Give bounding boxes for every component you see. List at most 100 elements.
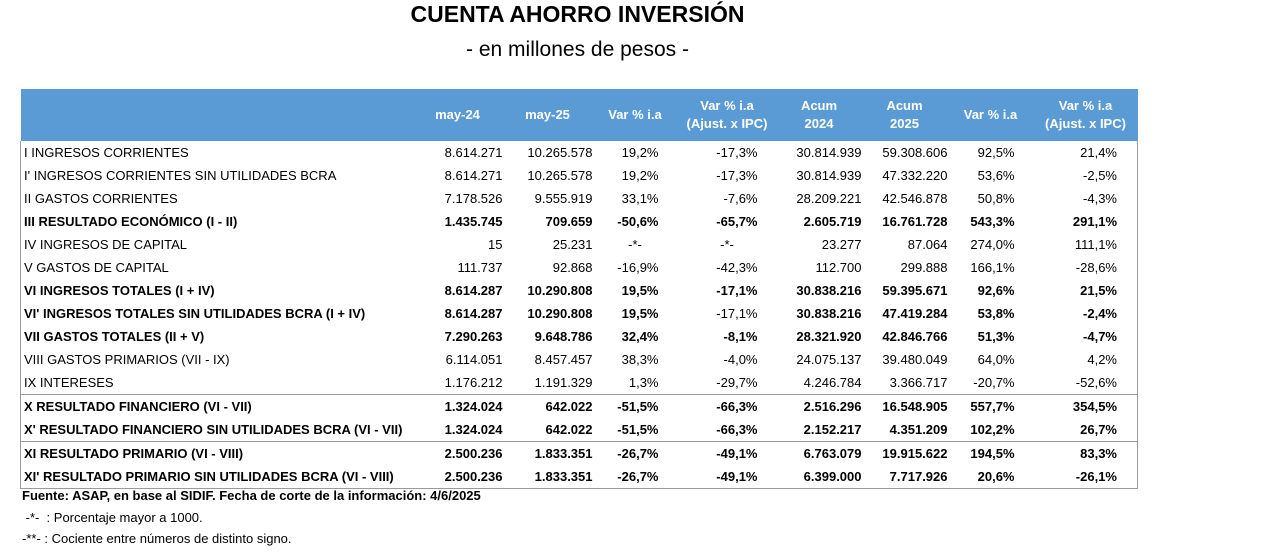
cell-acum25: 47.419.284 — [882, 306, 948, 321]
row-label: I INGRESOS CORRIENTES — [24, 145, 189, 160]
cell-var-acum-ipc: -2,5% — [1083, 168, 1117, 183]
cell-may24: 7.178.526 — [444, 191, 503, 206]
cell-var-acum: 543,3% — [970, 214, 1015, 229]
cell-var-acum: 194,5% — [947, 441, 1034, 465]
cell-may25: 1.833.351 — [502, 441, 593, 465]
table-row: IX INTERESES 1.176.212 1.191.329 1,3% -2… — [21, 371, 1138, 395]
header-var-acum: Var % i.a — [947, 89, 1034, 141]
cell-var-acum-ipc: -4,3% — [1083, 191, 1117, 206]
table-header-row: may-24 may-25 Var % i.a Var % i.a (Ajust.… — [20, 89, 1138, 141]
cell-var: -16,9% — [617, 260, 659, 275]
header-var-acum-ipc-line2: (Ajust. x IPC) — [1045, 116, 1126, 131]
cell-var-acum: 102,2% — [970, 422, 1015, 437]
cell-acum25: 16.548.905 — [861, 394, 948, 418]
cell-var-acum: 20,6% — [947, 465, 1034, 489]
cell-may24: 1.435.745 — [444, 214, 503, 229]
row-label: VI' INGRESOS TOTALES SIN UTILIDADES BCRA… — [24, 306, 366, 321]
cell-var: 19,2% — [621, 145, 659, 160]
row-label: I' INGRESOS CORRIENTES SIN UTILIDADES BC… — [24, 168, 337, 183]
cell-var-ipc: -17,1% — [716, 306, 758, 321]
table-row: X' RESULTADO FINANCIERO SIN UTILIDADES B… — [21, 418, 1138, 442]
cell-may25: 10.290.808 — [527, 306, 593, 321]
cell-var-ipc: -*- — [720, 237, 734, 252]
cell-var-acum-ipc: -4,7% — [1083, 329, 1117, 344]
cell-var-acum-ipc: 26,7% — [1080, 422, 1117, 437]
row-label: VIII GASTOS PRIMARIOS (VII - IX) — [24, 352, 230, 367]
table-row: XI RESULTADO PRIMARIO (VI - VIII) 2.500.… — [20, 441, 1138, 465]
cell-var-acum: 51,3% — [977, 329, 1015, 344]
cell-may25: 8.457.457 — [534, 352, 593, 367]
cell-acum25: 42.846.766 — [882, 329, 948, 344]
cell-may25: 642.022 — [545, 422, 593, 437]
cell-acum25: 47.332.220 — [882, 168, 948, 183]
header-var-ia: Var % i.a — [592, 89, 678, 141]
table-row: VI' INGRESOS TOTALES SIN UTILIDADES BCRA… — [21, 302, 1138, 325]
row-label: VI INGRESOS TOTALES (I + IV) — [24, 283, 215, 298]
header-var-acum-ipc: Var % i.a (Ajust. x IPC) — [1033, 89, 1138, 141]
cell-acum25: 299.888 — [900, 260, 948, 275]
header-var-ipc: Var % i.a (Ajust. x IPC) — [677, 89, 777, 141]
cell-may24: 8.614.287 — [444, 283, 503, 298]
header-acum25: Acum 2025 — [861, 89, 948, 141]
cell-may24: 1.176.212 — [444, 375, 503, 390]
cell-may24: 2.500.236 — [412, 441, 503, 465]
table-row: X RESULTADO FINANCIERO (VI - VII) 1.324.… — [20, 394, 1138, 418]
cell-acum24: 28.321.920 — [796, 329, 862, 344]
cell-var: 19,2% — [621, 168, 659, 183]
cell-var-ipc: -66,3% — [716, 422, 758, 437]
table-row: VII GASTOS TOTALES (II + V) 7.290.263 9.… — [21, 325, 1138, 348]
cell-may24: 8.614.271 — [444, 168, 503, 183]
cell-may24: 15 — [488, 237, 503, 252]
cell-var-acum-ipc: 111,1% — [1074, 237, 1117, 252]
cell-acum24: 4.246.784 — [803, 375, 862, 390]
table-row: IV INGRESOS DE CAPITAL 15 25.231 -*- -*-… — [21, 233, 1138, 256]
cell-var-acum: 50,8% — [977, 191, 1015, 206]
footnote-sign: -**- : Cociente entre números de distint… — [22, 531, 292, 546]
header-acum24: Acum 2024 — [776, 89, 862, 141]
header-acum25-line2: 2025 — [890, 116, 919, 131]
cell-acum24: 24.075.137 — [796, 352, 862, 367]
cell-var: -50,6% — [617, 214, 659, 229]
row-label: XI RESULTADO PRIMARIO (VI - VIII) — [20, 441, 413, 465]
cell-var-acum: 92,6% — [977, 283, 1015, 298]
cell-acum25: 42.546.878 — [882, 191, 948, 206]
cell-may25: 709.659 — [545, 214, 593, 229]
cell-acum24: 30.814.939 — [796, 168, 862, 183]
cell-var-acum: 64,0% — [977, 352, 1015, 367]
table-row: III RESULTADO ECONÓMICO (I - II) 1.435.7… — [21, 210, 1138, 233]
source-note: Fuente: ASAP, en base al SIDIF. Fecha de… — [22, 488, 481, 503]
row-label: VII GASTOS TOTALES (II + V) — [24, 329, 205, 344]
cell-var-acum: 53,6% — [977, 168, 1015, 183]
cell-var-acum-ipc: 291,1% — [1072, 214, 1117, 229]
table-body: I INGRESOS CORRIENTES 8.614.271 10.265.5… — [20, 141, 1138, 489]
cell-var: -26,7% — [592, 465, 678, 489]
cell-may25: 1.833.351 — [502, 465, 593, 489]
cell-var: 1,3% — [628, 375, 659, 390]
cell-may25: 9.555.919 — [534, 191, 593, 206]
cell-var-acum: 557,7% — [947, 394, 1034, 418]
cell-var: -51,5% — [617, 422, 659, 437]
cell-acum25: 3.366.717 — [889, 375, 948, 390]
table-row: VIII GASTOS PRIMARIOS (VII - IX) 6.114.0… — [21, 348, 1138, 371]
cell-acum25: 59.395.671 — [882, 283, 948, 298]
table-row: VI INGRESOS TOTALES (I + IV) 8.614.287 1… — [21, 279, 1138, 302]
cell-var-acum-ipc: -28,6% — [1075, 260, 1117, 275]
cell-acum24: 23.277 — [821, 237, 862, 252]
cell-var-ipc: -42,3% — [716, 260, 758, 275]
cell-var: -51,5% — [592, 394, 678, 418]
cell-may24: 6.114.051 — [445, 352, 503, 367]
cell-acum24: 30.814.939 — [796, 145, 862, 160]
cell-may25: 10.290.808 — [527, 283, 593, 298]
cell-may24: 8.614.287 — [444, 306, 503, 321]
cell-acum24: 2.516.296 — [776, 394, 862, 418]
header-acum25-line1: Acum — [886, 98, 923, 113]
row-label: IV INGRESOS DE CAPITAL — [24, 237, 188, 252]
table-row: V GASTOS DE CAPITAL 111.737 92.868 -16,9… — [21, 256, 1138, 279]
cell-may25: 25.231 — [552, 237, 593, 252]
cell-var-ipc: -17,1% — [716, 283, 758, 298]
cell-may25: 92.868 — [552, 260, 593, 275]
cell-var: 32,4% — [621, 329, 659, 344]
cell-may25: 10.265.578 — [527, 168, 593, 183]
cell-may24: 7.290.263 — [444, 329, 503, 344]
cell-acum25: 7.717.926 — [861, 465, 948, 489]
